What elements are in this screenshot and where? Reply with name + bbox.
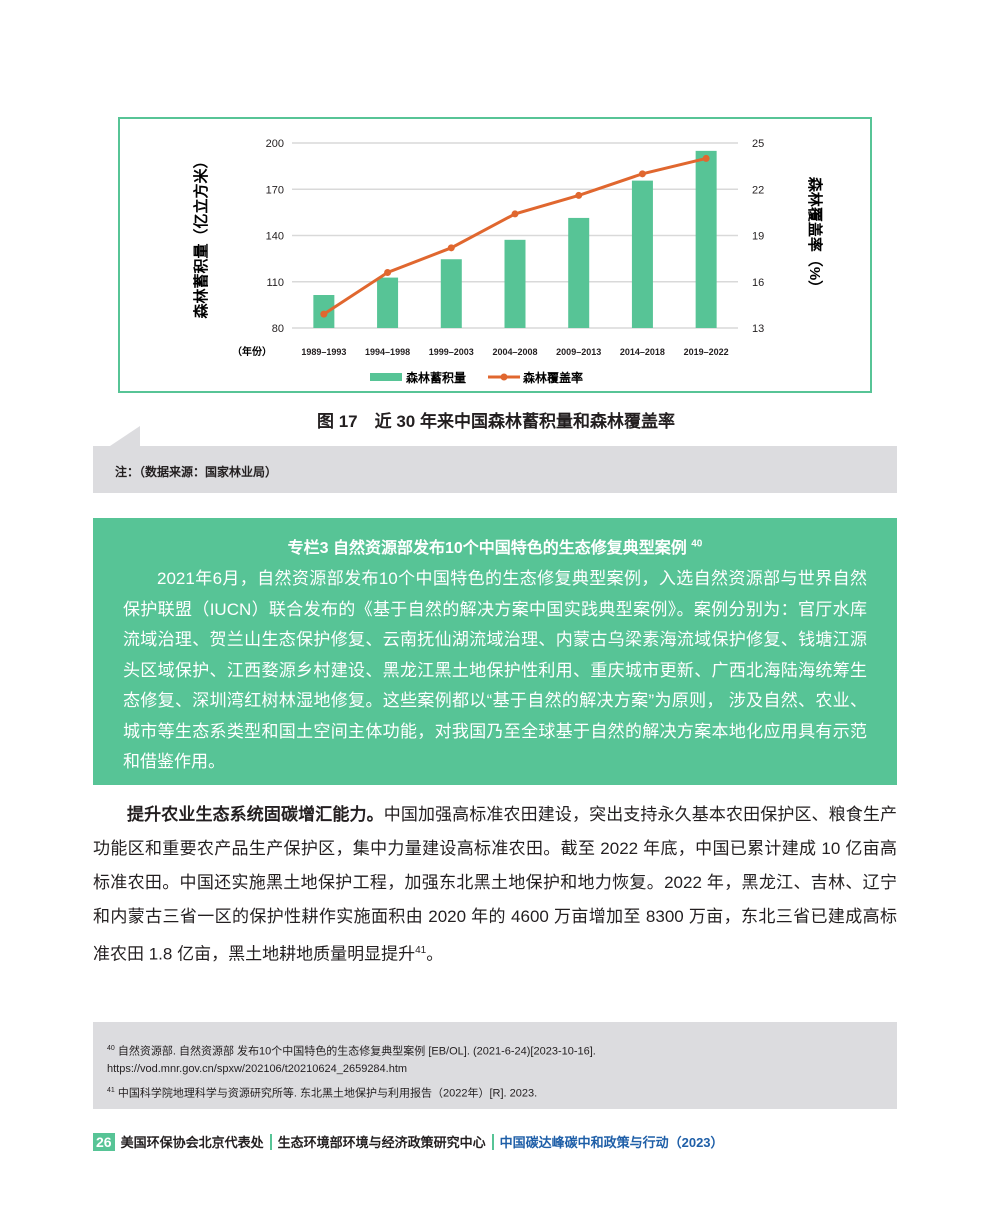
x-tick-label: 2014–2018 — [620, 347, 665, 357]
bar — [695, 150, 717, 328]
x-tick-label: 1994–1998 — [365, 347, 410, 357]
body-text: 中国加强高标准农田建设，突出支持永久基本农田保护区、粮食生产功能区和重要农产品生… — [93, 805, 898, 964]
bar — [504, 239, 526, 328]
line-marker — [638, 170, 646, 178]
y2-tick-label: 16 — [752, 277, 764, 289]
footnote-text: 自然资源部. 自然资源部 发布10个中国特色的生态修复典型案例 [EB/OL].… — [107, 1045, 596, 1075]
bar — [377, 277, 399, 328]
y2-tick-label: 13 — [752, 323, 764, 335]
y2-tick-label: 25 — [752, 138, 764, 150]
footer-separator — [491, 1133, 494, 1150]
y2-axis-label: 森林覆盖率（%） — [806, 177, 824, 295]
page-number: 26 — [93, 1132, 115, 1151]
line-marker — [384, 269, 392, 276]
x-tick-label: 1999–2003 — [429, 347, 474, 357]
box-text: 2021年6月，自然资源部发布10个中国特色的生态修复典型案例，入选自然资源部与… — [123, 569, 867, 771]
bar — [631, 180, 653, 328]
bar — [440, 259, 462, 328]
figure-caption: 图 17 近 30 年来中国森林蓄积量和森林覆盖率 — [317, 412, 675, 431]
line-marker — [575, 191, 583, 199]
footnote: 41 中国科学院地理科学与资源研究所等. 东北黑土地保护与利用报告（2022年）… — [107, 1082, 883, 1103]
y-tick-label: 110 — [266, 277, 284, 289]
footnote: 40 自然资源部. 自然资源部 发布10个中国特色的生态修复典型案例 [EB/O… — [107, 1040, 883, 1078]
line-marker — [447, 244, 455, 252]
sidebar-box: 专栏3 自然资源部发布10个中国特色的生态修复典型案例 40 2021年6月，自… — [93, 518, 897, 785]
body-ref: 41 — [415, 945, 427, 956]
footnote-number: 41 — [107, 1086, 115, 1094]
y-tick-label: 140 — [266, 231, 284, 243]
y-axis-label: 森林蓄积量（亿立方米） — [192, 153, 210, 318]
line-marker — [320, 310, 328, 318]
line-marker — [511, 210, 519, 218]
y-tick-label: 170 — [266, 184, 284, 196]
box-title-text: 专栏3 自然资源部发布10个中国特色的生态修复典型案例 — [287, 540, 687, 557]
footnote-text: 中国科学院地理科学与资源研究所等. 东北黑土地保护与利用报告（2022年）[R]… — [117, 1087, 538, 1100]
footer-title: 中国碳达峰碳中和政策与行动（2023） — [499, 1135, 724, 1150]
y2-tick-label: 19 — [752, 231, 764, 243]
x-tick-label: 2009–2013 — [556, 347, 601, 357]
legend-label: 森林蓄积量 — [406, 370, 466, 385]
body-paragraph: 提升农业生态系统固碳增汇能力。中国加强高标准农田建设，突出支持永久基本农田保护区… — [93, 798, 897, 972]
body-lead: 提升农业生态系统固碳增汇能力。 — [127, 805, 384, 824]
bar — [568, 217, 590, 328]
x-tick-label: 2019–2022 — [684, 347, 729, 357]
footnotes: 40 自然资源部. 自然资源部 发布10个中国特色的生态修复典型案例 [EB/O… — [93, 1022, 897, 1109]
legend-bar-swatch — [370, 373, 402, 381]
y2-tick-label: 22 — [752, 184, 764, 196]
x-tick-label: 2004–2008 — [492, 347, 537, 357]
footer-separator — [269, 1133, 272, 1150]
body-end: 。 — [426, 944, 444, 964]
box-title: 专栏3 自然资源部发布10个中国特色的生态修复典型案例 40 — [123, 534, 867, 558]
legend-label: 森林覆盖率 — [523, 370, 583, 385]
chart-frame: 80 110 140 170 200 13 16 19 22 25 1989–1993 1994–19… — [118, 117, 872, 393]
x-tick-label: 1989–1993 — [301, 347, 346, 357]
footer-org2: 生态环境部环境与经济政策研究中心 — [277, 1135, 486, 1150]
chart: 80 110 140 170 200 13 16 19 22 25 1989–1993 1994–19… — [192, 138, 824, 385]
note-notch — [110, 426, 140, 446]
legend-line-marker — [500, 373, 508, 381]
note-box: 注：（数据来源：国家林业局） — [93, 446, 897, 493]
page-footer: 26 美国环保协会北京代表处 生态环境部环境与经济政策研究中心 中国碳达峰碳中和… — [93, 1132, 724, 1151]
footnote-number: 40 — [107, 1045, 115, 1052]
note-text: 注：（数据来源：国家林业局） — [115, 465, 278, 479]
footer-org1: 美国环保协会北京代表处 — [120, 1135, 264, 1150]
x-axis-prefix: （年份） — [232, 345, 272, 358]
y-tick-label: 200 — [266, 138, 284, 150]
y-tick-label: 80 — [272, 323, 284, 335]
box-title-ref: 40 — [691, 538, 703, 550]
line-marker — [702, 154, 710, 162]
